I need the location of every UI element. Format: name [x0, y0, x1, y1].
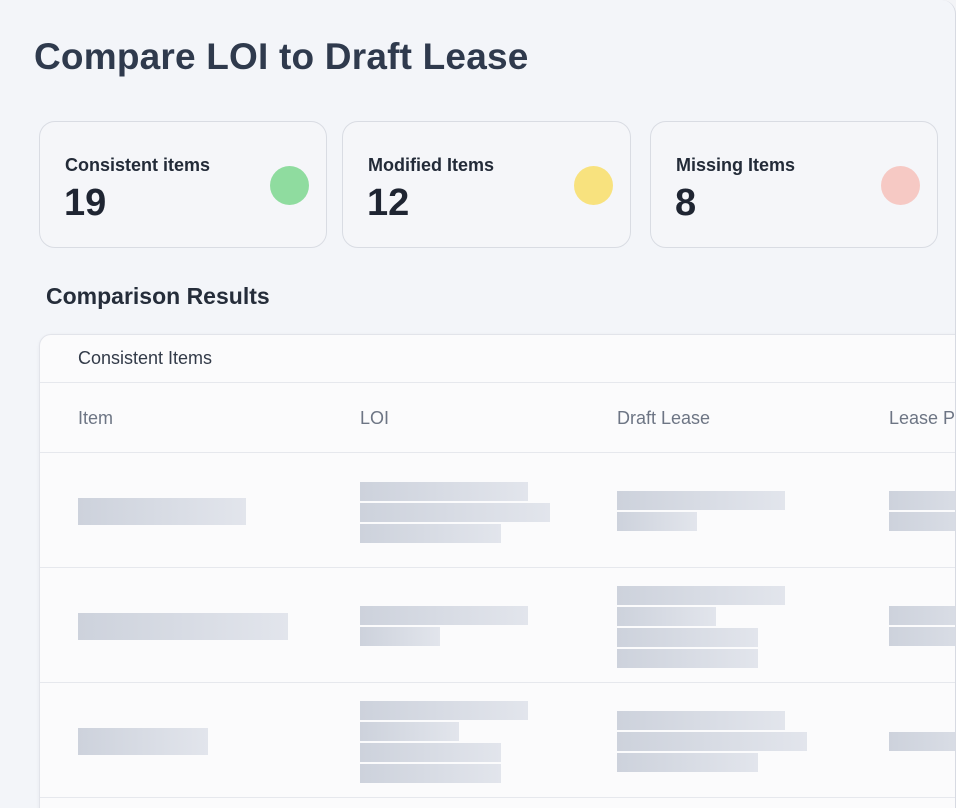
stat-value: 8	[675, 182, 697, 224]
loi-placeholder-line	[360, 764, 501, 783]
column-header-loi[interactable]: LOI	[360, 408, 390, 428]
column-header-lease-p[interactable]: Lease P	[889, 408, 956, 428]
section-title: Comparison Results	[46, 283, 270, 309]
stat-label: Consistent items	[65, 155, 211, 175]
loi-placeholder-line	[360, 701, 528, 720]
stat-label: Modified Items	[368, 155, 495, 175]
item-placeholder	[78, 613, 288, 640]
red-status-dot-icon	[881, 166, 920, 205]
draft-placeholder-line	[617, 753, 758, 772]
loi-placeholder-line	[360, 627, 440, 646]
loi-placeholder-line	[360, 524, 501, 543]
tab-consistent-items[interactable]: Consistent Items	[78, 348, 213, 368]
green-status-dot-icon	[270, 166, 309, 205]
table-row[interactable]	[40, 453, 955, 568]
loi-placeholder-line	[360, 606, 528, 625]
stat-value: 19	[64, 182, 107, 224]
yellow-status-dot-icon	[574, 166, 613, 205]
draft-placeholder-line	[617, 491, 785, 510]
page-title: Compare LOI to Draft Lease	[34, 36, 529, 77]
loi-placeholder-line	[360, 503, 550, 522]
table-row[interactable]	[40, 683, 955, 798]
lease-placeholder-line	[889, 606, 955, 625]
column-header-item[interactable]: Item	[78, 408, 114, 428]
stat-label: Missing Items	[676, 155, 796, 175]
loi-placeholder-line	[360, 743, 501, 762]
lease-placeholder-line	[889, 732, 955, 751]
lease-placeholder-line	[889, 512, 955, 531]
comparison-results-panel: Consistent Items Item LOI Draft Lease Le…	[39, 334, 956, 808]
draft-placeholder-line	[617, 649, 758, 668]
consistent-items-card[interactable]: Consistent items 19	[39, 121, 327, 248]
missing-items-card[interactable]: Missing Items 8	[650, 121, 938, 248]
loi-placeholder-line	[360, 722, 459, 741]
draft-placeholder-line	[617, 711, 785, 730]
lease-placeholder-line	[889, 627, 955, 646]
item-placeholder	[78, 498, 246, 525]
draft-placeholder-line	[617, 732, 807, 751]
loi-placeholder-line	[360, 482, 528, 501]
modified-items-card[interactable]: Modified Items 12	[342, 121, 631, 248]
divider	[40, 382, 955, 383]
lease-placeholder-line	[889, 491, 955, 510]
draft-placeholder-line	[617, 607, 716, 626]
divider	[40, 452, 955, 453]
item-placeholder	[78, 728, 208, 755]
draft-placeholder-line	[617, 586, 785, 605]
column-header-draft-lease[interactable]: Draft Lease	[617, 408, 711, 428]
stat-value: 12	[367, 182, 410, 224]
table-row[interactable]	[40, 568, 955, 683]
draft-placeholder-line	[617, 512, 697, 531]
draft-placeholder-line	[617, 628, 758, 647]
